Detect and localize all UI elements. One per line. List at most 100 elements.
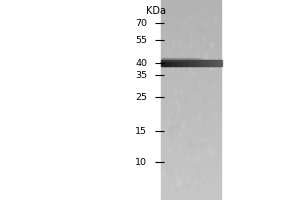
Bar (179, 58, 181, 61)
Bar (160, 58, 220, 60)
Ellipse shape (175, 89, 177, 94)
Bar (160, 142, 220, 144)
Bar (160, 146, 220, 148)
Ellipse shape (203, 36, 205, 41)
Bar (202, 60, 204, 66)
Ellipse shape (208, 63, 212, 65)
Bar (175, 60, 177, 66)
Ellipse shape (188, 122, 191, 126)
Bar (214, 60, 216, 66)
Bar (160, 6, 220, 8)
Bar (175, 58, 177, 61)
Bar (200, 58, 201, 61)
Text: 15: 15 (135, 127, 147, 136)
Bar (160, 30, 220, 32)
Bar (160, 74, 220, 76)
Bar (160, 156, 220, 158)
Bar (160, 52, 220, 54)
Ellipse shape (216, 47, 217, 52)
Bar (160, 174, 220, 176)
Bar (160, 48, 220, 50)
Text: 10: 10 (135, 158, 147, 167)
Bar (160, 8, 220, 10)
Bar (160, 136, 220, 138)
Ellipse shape (214, 118, 217, 121)
Bar (160, 110, 220, 112)
Bar (160, 54, 220, 56)
Bar (160, 46, 220, 48)
Ellipse shape (176, 187, 178, 193)
Bar (160, 58, 162, 61)
Ellipse shape (174, 23, 175, 27)
Bar (211, 60, 212, 66)
Bar (160, 102, 220, 104)
Bar (160, 198, 220, 200)
Bar (160, 38, 220, 40)
Bar (160, 190, 220, 192)
Bar (160, 88, 220, 90)
Bar (180, 60, 182, 66)
Bar (160, 134, 220, 136)
Ellipse shape (204, 115, 206, 123)
Bar (160, 140, 220, 142)
Bar (219, 60, 221, 66)
Ellipse shape (162, 170, 165, 177)
Bar (194, 60, 195, 66)
Ellipse shape (176, 29, 178, 32)
Bar (160, 4, 220, 6)
Bar (216, 60, 218, 66)
Bar (160, 144, 220, 146)
Ellipse shape (176, 100, 178, 104)
Bar (176, 60, 178, 66)
Bar (163, 60, 165, 66)
Bar (160, 42, 220, 44)
Ellipse shape (171, 151, 172, 154)
Bar (160, 148, 220, 150)
Ellipse shape (177, 105, 178, 113)
Bar (171, 58, 173, 61)
Bar (173, 60, 175, 66)
Bar (177, 58, 178, 61)
Bar (160, 96, 220, 98)
Ellipse shape (174, 109, 176, 115)
Ellipse shape (164, 129, 166, 135)
Bar (164, 60, 166, 66)
Ellipse shape (184, 179, 185, 181)
Ellipse shape (179, 105, 181, 112)
Bar (198, 58, 200, 61)
Ellipse shape (171, 62, 174, 65)
Bar (188, 58, 189, 61)
Ellipse shape (178, 98, 181, 101)
Bar (170, 60, 172, 66)
Bar (178, 58, 180, 61)
Bar (220, 60, 222, 66)
Bar (181, 60, 183, 66)
Bar (203, 60, 205, 66)
Bar (160, 166, 220, 168)
Bar (160, 60, 162, 66)
Ellipse shape (198, 80, 199, 86)
Bar (193, 58, 195, 61)
Ellipse shape (182, 179, 185, 185)
Bar (160, 14, 220, 16)
Bar (160, 132, 220, 134)
Ellipse shape (205, 52, 207, 60)
Bar (181, 58, 183, 61)
Bar (205, 60, 206, 66)
Ellipse shape (196, 154, 199, 160)
Bar (217, 60, 219, 66)
Bar (160, 78, 220, 80)
Text: 40: 40 (135, 59, 147, 68)
Bar (212, 60, 214, 66)
Bar (185, 60, 187, 66)
Bar (160, 22, 220, 24)
Bar (164, 58, 166, 61)
Bar (160, 112, 220, 114)
Bar (160, 170, 220, 172)
Bar (160, 164, 220, 166)
Bar (160, 64, 220, 66)
Bar (169, 60, 171, 66)
Ellipse shape (194, 58, 197, 64)
Bar (160, 10, 220, 12)
Ellipse shape (186, 155, 188, 161)
